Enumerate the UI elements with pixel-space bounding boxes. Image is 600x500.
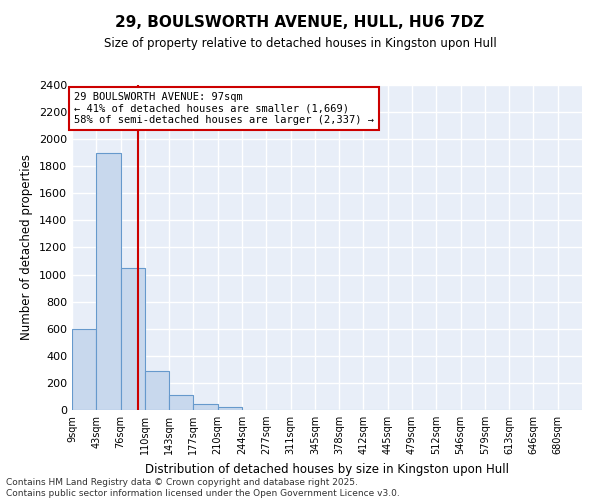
Y-axis label: Number of detached properties: Number of detached properties — [20, 154, 34, 340]
Text: 29 BOULSWORTH AVENUE: 97sqm
← 41% of detached houses are smaller (1,669)
58% of : 29 BOULSWORTH AVENUE: 97sqm ← 41% of det… — [74, 92, 374, 125]
Bar — [169, 395, 193, 410]
Bar — [96, 152, 121, 410]
Bar — [193, 404, 218, 410]
X-axis label: Distribution of detached houses by size in Kingston upon Hull: Distribution of detached houses by size … — [145, 462, 509, 475]
Text: 29, BOULSWORTH AVENUE, HULL, HU6 7DZ: 29, BOULSWORTH AVENUE, HULL, HU6 7DZ — [115, 15, 485, 30]
Bar — [145, 370, 169, 410]
Text: Size of property relative to detached houses in Kingston upon Hull: Size of property relative to detached ho… — [104, 38, 496, 51]
Bar — [72, 329, 96, 410]
Text: Contains HM Land Registry data © Crown copyright and database right 2025.
Contai: Contains HM Land Registry data © Crown c… — [6, 478, 400, 498]
Bar — [218, 408, 242, 410]
Bar — [121, 268, 145, 410]
